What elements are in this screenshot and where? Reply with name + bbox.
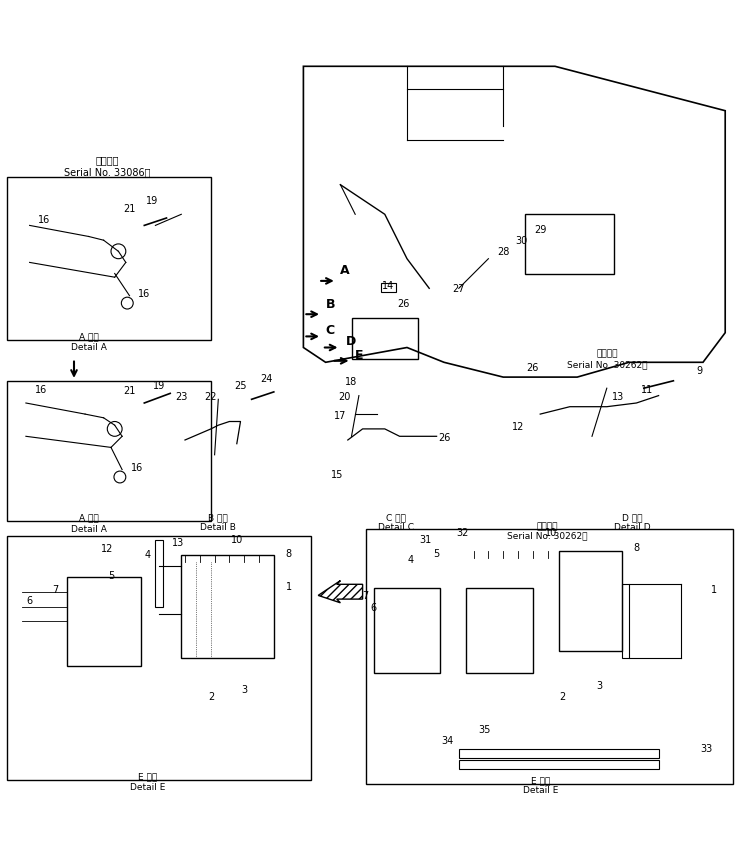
Text: 6: 6 [371,603,377,613]
Text: 17: 17 [334,410,346,420]
Text: A 詳細: A 詳細 [79,332,98,341]
Text: 5: 5 [434,549,440,559]
Text: 2: 2 [208,691,214,701]
Text: Detail B: Detail B [201,522,236,532]
Text: 30: 30 [516,236,528,246]
Bar [7,381,211,522]
Text: 19: 19 [146,196,158,206]
Bar [559,551,622,651]
Text: Detail E: Detail E [130,782,166,791]
Text: 31: 31 [420,534,431,544]
Text: A 詳細: A 詳細 [79,513,98,522]
Text: 29: 29 [534,225,546,235]
Bar [525,215,614,274]
Text: Detail A: Detail A [71,343,107,352]
Text: 32: 32 [457,528,468,537]
Text: 8: 8 [633,542,639,552]
Text: C 詳細: C 詳細 [386,513,406,522]
Text: 4: 4 [408,555,414,565]
Text: 9: 9 [696,366,702,376]
Text: 35: 35 [479,724,491,734]
Text: 26: 26 [438,432,450,442]
Text: 16: 16 [138,289,150,298]
Text: E 詳細: E 詳細 [138,771,158,781]
Text: 16: 16 [38,214,50,225]
Text: 適用号機: 適用号機 [536,522,559,531]
Text: 12: 12 [101,544,113,554]
Bar [352,318,418,360]
Bar [181,555,274,658]
Text: 26: 26 [527,362,539,372]
Text: 22: 22 [205,392,217,402]
Text: 11: 11 [642,385,653,394]
Polygon shape [318,581,363,603]
Text: 25: 25 [235,381,246,391]
Text: 12: 12 [512,421,524,431]
Text: Detail E: Detail E [522,786,558,794]
Text: E 詳細: E 詳細 [531,775,550,784]
Text: 1: 1 [711,584,717,594]
Bar [466,588,533,674]
Text: 16: 16 [131,462,143,472]
Text: 27: 27 [453,284,465,294]
Text: 26: 26 [397,299,409,309]
Text: 5: 5 [108,571,114,581]
Text: D: D [346,334,357,347]
Bar [366,529,733,784]
Text: 1: 1 [286,581,292,591]
Bar [67,577,141,666]
Text: 7: 7 [362,590,368,600]
Bar [459,760,659,770]
Bar [7,537,311,781]
Text: C: C [326,323,334,336]
Text: 適用号機: 適用号機 [95,154,119,165]
Text: 21: 21 [124,203,135,214]
Bar [374,588,440,674]
Text: D 詳細: D 詳細 [622,513,643,522]
Text: 3: 3 [596,680,602,690]
Text: 16: 16 [35,385,47,394]
Text: 28: 28 [497,247,509,257]
Bar [622,585,629,658]
Bar [155,540,163,607]
Text: 15: 15 [331,469,343,479]
Text: 7: 7 [53,584,58,594]
Text: Serial No. 30262～: Serial No. 30262～ [567,360,647,369]
Bar [459,749,659,758]
Text: 10: 10 [231,534,243,544]
Text: 34: 34 [442,735,454,745]
Text: 適用号機: 適用号機 [596,349,618,358]
Text: 8: 8 [286,549,292,559]
Text: Serial No. 33086～: Serial No. 33086～ [64,167,150,177]
Text: 33: 33 [701,743,713,753]
Text: 18: 18 [346,377,357,387]
Bar [7,178,211,341]
Text: Detail D: Detail D [614,522,651,532]
Text: E: E [355,349,363,362]
Text: 13: 13 [612,392,624,402]
Text: 24: 24 [260,373,272,383]
Text: Serial No. 30262～: Serial No. 30262～ [508,531,588,540]
Text: Detail C: Detail C [378,522,414,532]
Text: B: B [326,297,335,311]
Text: 2: 2 [559,691,565,701]
Text: 6: 6 [27,595,33,605]
Text: A: A [340,264,350,277]
Text: 19: 19 [153,381,165,391]
Text: 4: 4 [145,549,151,560]
Text: Detail A: Detail A [71,524,107,533]
Text: 13: 13 [172,538,184,548]
Text: 23: 23 [175,392,187,402]
Text: 3: 3 [241,684,247,694]
Text: 10: 10 [545,528,557,537]
Text: 20: 20 [338,392,350,402]
Text: 21: 21 [124,386,135,396]
Text: B 詳細: B 詳細 [209,513,228,522]
Bar [381,284,396,293]
Text: 14: 14 [383,280,394,290]
